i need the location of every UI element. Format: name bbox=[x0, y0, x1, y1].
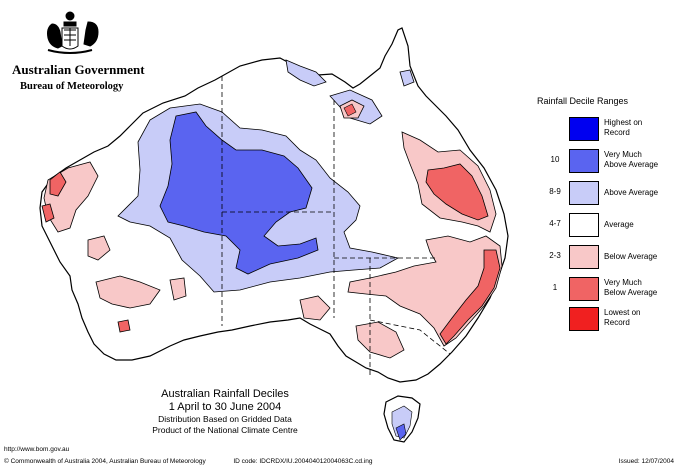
nsw-very-much-below-band bbox=[439, 249, 501, 345]
central-very-much-above-region bbox=[159, 111, 319, 275]
legend-swatch bbox=[569, 181, 599, 205]
legend-swatch bbox=[569, 307, 599, 331]
legend-row: 8-9 Above Average bbox=[540, 181, 680, 207]
legend-label: Highest on Record bbox=[604, 118, 680, 138]
government-title: Australian Government bbox=[12, 62, 145, 77]
nt-very-much-below-patch bbox=[343, 103, 357, 117]
legend-label-line1: Very Much bbox=[604, 150, 642, 159]
map-note-line1: Distribution Based on Gridded Data bbox=[158, 414, 292, 424]
coat-of-arms-logo bbox=[47, 11, 99, 54]
bureau-title: Bureau of Meteorology bbox=[20, 81, 124, 92]
footer-copyright: © Commonwealth of Australia 2004, Austra… bbox=[4, 458, 372, 465]
legend-decile-code: 2-3 bbox=[549, 251, 561, 260]
legend-label-line2: Record bbox=[604, 318, 630, 327]
legend-decile-code: 8-9 bbox=[549, 187, 561, 196]
footer-url-link[interactable]: http://www.bom.gov.au bbox=[4, 446, 70, 453]
legend-label: Very Much Above Average bbox=[604, 150, 680, 170]
legend-label-line2: Above Average bbox=[604, 160, 659, 169]
state-borders bbox=[221, 76, 451, 378]
sa-below-average-patch bbox=[299, 295, 331, 321]
legend-label: Very Much Below Average bbox=[604, 278, 680, 298]
legend-row: 10 Very Much Above Average bbox=[540, 149, 680, 175]
legend-row: Lowest on Record bbox=[540, 307, 680, 333]
wa-southwest-below-patch bbox=[95, 275, 161, 309]
legend-label-line2: Record bbox=[604, 128, 630, 137]
legend-label-line1: Highest on bbox=[604, 118, 643, 127]
legend-row: 2-3 Below Average bbox=[540, 245, 680, 271]
wa-northwest-very-much-below bbox=[49, 171, 67, 197]
legend-swatch bbox=[569, 277, 599, 301]
legend-row: 1 Very Much Below Average bbox=[540, 277, 680, 303]
legend-decile-code: 1 bbox=[552, 283, 558, 292]
legend-label-line1: Below Average bbox=[604, 252, 658, 261]
legend-decile-code: 10 bbox=[550, 155, 560, 164]
tasmania-very-much-above bbox=[395, 423, 407, 441]
qld-very-much-below-band bbox=[425, 163, 489, 221]
id-code-text: ID code: IDCRDX/IU.200404012004063C.cd.i… bbox=[233, 458, 373, 465]
legend-label: Average bbox=[604, 220, 680, 230]
legend-row: 4-7 Average bbox=[540, 213, 680, 239]
victoria-below-average-patch bbox=[355, 321, 405, 359]
legend-label: Above Average bbox=[604, 188, 680, 198]
wa-coast-very-much-below bbox=[41, 203, 55, 223]
legend-label: Lowest on Record bbox=[604, 308, 680, 328]
legend-swatch bbox=[569, 149, 599, 173]
map-title-line2: 1 April to 30 June 2004 bbox=[168, 401, 282, 413]
map-note-line2: Product of the National Climate Centre bbox=[152, 425, 298, 435]
legend-label-line1: Lowest on bbox=[604, 308, 641, 317]
wa-southwest-very-much-below bbox=[117, 319, 131, 333]
legend-swatch bbox=[569, 117, 599, 141]
legend-row: Highest on Record bbox=[540, 117, 680, 143]
copyright-text: © Commonwealth of Australia 2004, Austra… bbox=[4, 458, 206, 465]
legend-decile-code: 4-7 bbox=[549, 219, 561, 228]
legend-label: Below Average bbox=[604, 252, 680, 262]
map-caption: Australian Rainfall Deciles 1 April to 3… bbox=[100, 388, 350, 436]
legend-swatch bbox=[569, 213, 599, 237]
issued-date: Issued: 12/07/2004 bbox=[618, 458, 674, 465]
map-title-line1: Australian Rainfall Deciles bbox=[161, 388, 289, 400]
cape-york-above-patch bbox=[399, 69, 415, 87]
wa-south-below-patch bbox=[169, 277, 187, 301]
legend-label-line2: Below Average bbox=[604, 288, 658, 297]
legend-label-line1: Very Much bbox=[604, 278, 642, 287]
north-above-average-patch bbox=[285, 59, 327, 87]
legend-label-line1: Above Average bbox=[604, 188, 659, 197]
legend-label-line1: Average bbox=[604, 220, 634, 229]
legend-title: Rainfall Decile Ranges bbox=[537, 96, 629, 106]
legend-swatch bbox=[569, 245, 599, 269]
wa-west-below-patch bbox=[87, 235, 111, 261]
